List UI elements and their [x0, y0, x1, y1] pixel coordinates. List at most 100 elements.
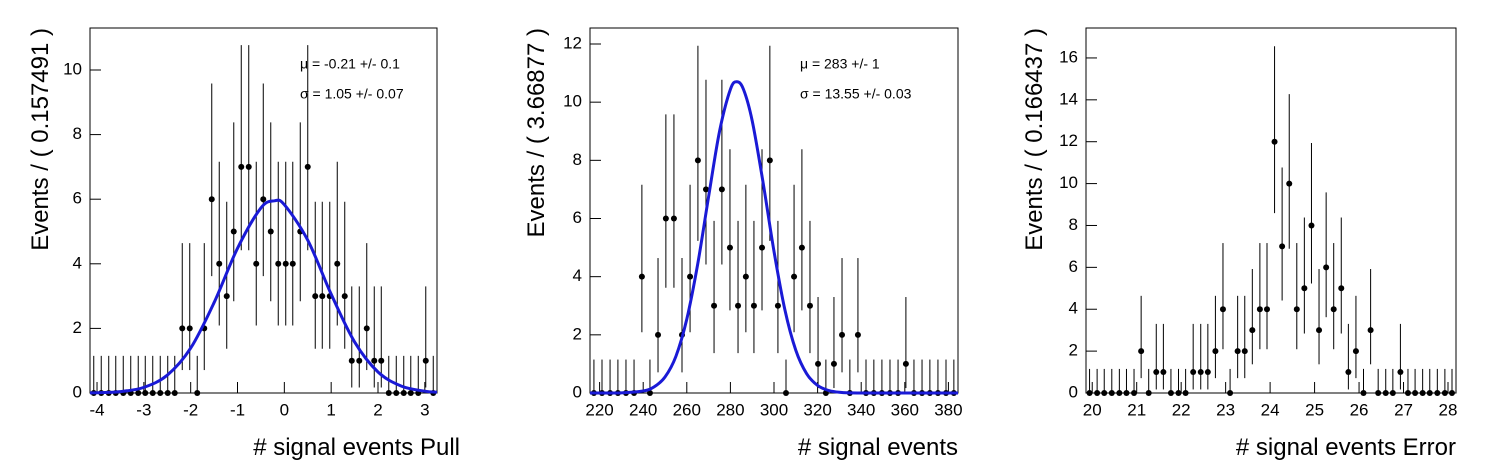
- y-tick-label: 6: [1069, 257, 1078, 276]
- y-tick-label: 14: [1059, 89, 1078, 108]
- data-point: [1227, 390, 1234, 396]
- data-point: [839, 331, 846, 338]
- data-point: [759, 244, 766, 251]
- data-point: [238, 163, 245, 170]
- data-point: [1293, 306, 1300, 313]
- data-point: [726, 244, 733, 251]
- y-tick-label: 12: [563, 33, 582, 52]
- data-point: [662, 215, 669, 222]
- data-point: [830, 360, 837, 367]
- y-tick-label: 0: [573, 382, 582, 401]
- x-tick-label: 22: [1172, 400, 1191, 419]
- data-point: [230, 228, 237, 235]
- data-point: [1375, 390, 1382, 396]
- data-point: [371, 357, 378, 364]
- data-point: [245, 163, 252, 170]
- x-axis-title: # signal events: [798, 434, 958, 461]
- data-point: [208, 196, 215, 203]
- data-point: [385, 390, 392, 396]
- y-tick-label: 2: [73, 318, 82, 337]
- data-point: [766, 157, 773, 164]
- y-tick-label: 8: [1069, 215, 1078, 234]
- y-tick-label: 0: [73, 382, 82, 401]
- data-point: [378, 357, 385, 364]
- data-point: [422, 357, 429, 364]
- x-tick-label: 23: [1216, 400, 1235, 419]
- data-point: [1212, 348, 1219, 355]
- data-point: [356, 357, 363, 364]
- data-point: [798, 244, 805, 251]
- data-point: [179, 325, 186, 332]
- x-tick-label: 280: [716, 400, 744, 419]
- data-point: [687, 273, 694, 280]
- y-tick-label: 4: [73, 253, 82, 272]
- data-point: [1441, 390, 1448, 396]
- data-point: [1279, 243, 1286, 250]
- data-point: [1338, 285, 1345, 292]
- data-point: [194, 390, 201, 396]
- data-point: [702, 186, 709, 193]
- x-tick-label: 1: [326, 400, 335, 419]
- data-point: [253, 260, 260, 267]
- data-point: [638, 273, 645, 280]
- y-axis-title: Events / ( 3.66877 ): [523, 28, 550, 237]
- data-point: [1145, 390, 1152, 396]
- data-point: [319, 293, 326, 300]
- data-point: [1389, 390, 1396, 396]
- x-tick-label: 28: [1439, 400, 1458, 419]
- plot-frame: [1085, 27, 1457, 394]
- data-point: [289, 260, 296, 267]
- fit-annotation: μ = -0.21 +/- 0.1: [300, 56, 400, 72]
- y-tick-label: 6: [73, 189, 82, 208]
- data-point: [1190, 369, 1197, 376]
- y-tick-label: 12: [1059, 131, 1078, 150]
- x-tick-label: 2: [373, 400, 382, 419]
- data-point: [1271, 138, 1278, 145]
- x-tick-label: 3: [420, 400, 429, 419]
- data-point: [782, 390, 789, 396]
- data-point: [1086, 390, 1093, 396]
- data-point: [186, 325, 193, 332]
- y-tick-label: 8: [73, 124, 82, 143]
- data-point: [275, 260, 282, 267]
- data-point: [1419, 390, 1426, 396]
- y-tick-label: 10: [1059, 173, 1078, 192]
- y-tick-label: 4: [573, 266, 582, 285]
- data-point: [1160, 369, 1167, 376]
- x-tick-label: 0: [280, 400, 289, 419]
- data-point: [135, 390, 142, 396]
- data-point: [670, 215, 677, 222]
- x-tick-label: 260: [673, 400, 701, 419]
- x-tick-label: -2: [183, 400, 198, 419]
- x-tick-label: 380: [934, 400, 962, 419]
- data-point: [735, 302, 742, 309]
- data-point: [1182, 390, 1189, 396]
- data-point: [1138, 348, 1145, 355]
- y-tick-label: 8: [573, 150, 582, 169]
- y-tick-label: 4: [1069, 299, 1078, 318]
- x-axis-title: # signal events Pull: [253, 434, 460, 461]
- data-point: [854, 331, 861, 338]
- x-tick-label: 27: [1394, 400, 1413, 419]
- data-point: [1367, 327, 1374, 334]
- data-point: [1131, 390, 1138, 396]
- data-point: [312, 293, 319, 300]
- data-point: [1234, 348, 1241, 355]
- x-tick-label: 240: [629, 400, 657, 419]
- plot-frame: [89, 27, 438, 394]
- x-tick-label: 320: [803, 400, 831, 419]
- y-tick-label: 2: [573, 324, 582, 343]
- data-point: [1108, 390, 1115, 396]
- data-point: [1286, 180, 1293, 187]
- x-tick-label: 220: [585, 400, 613, 419]
- data-point: [1412, 390, 1419, 396]
- data-point: [363, 325, 370, 332]
- x-tick-label: 360: [891, 400, 919, 419]
- data-point: [223, 293, 230, 300]
- data-point: [1167, 390, 1174, 396]
- fit-annotation: σ = 13.55 +/- 0.03: [800, 86, 912, 102]
- data-point: [334, 260, 341, 267]
- data-point: [742, 273, 749, 280]
- data-point: [1219, 306, 1226, 313]
- fit-curve: [89, 198, 438, 395]
